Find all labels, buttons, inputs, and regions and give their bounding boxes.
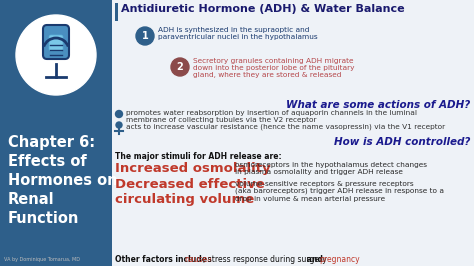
FancyBboxPatch shape [43,25,69,59]
Text: promotes water reabsorption by insertion of aquaporin channels in the luminal
me: promotes water reabsorption by insertion… [126,110,417,123]
Bar [115,3,118,21]
Text: and: and [304,255,326,264]
Text: Chapter 6:: Chapter 6: [8,135,95,150]
Text: The major stimuli for ADH release are:: The major stimuli for ADH release are: [115,152,282,161]
Text: acts to increase vascular resistance (hence the name vasopressin) via the V1 rec: acts to increase vascular resistance (he… [126,123,445,130]
Text: Increased osmolality: Increased osmolality [115,162,271,175]
Text: Antidiuretic Hormone (ADH) & Water Balance: Antidiuretic Hormone (ADH) & Water Balan… [121,4,405,14]
Text: VA by Dominique Tomarua, MD: VA by Dominique Tomarua, MD [4,257,80,262]
Circle shape [116,122,122,128]
Text: nausea: nausea [184,255,212,264]
Text: ADH is synthesized in the supraoptic and
paraventricular nuclei in the hypothala: ADH is synthesized in the supraoptic and… [158,27,318,40]
Text: 1: 1 [142,31,148,41]
Bar [0,0,112,266]
Text: pregnancy: pregnancy [320,255,360,264]
Text: How is ADH controlled?: How is ADH controlled? [334,137,470,147]
Circle shape [16,15,96,95]
Text: Hormones on: Hormones on [8,173,118,188]
Text: osmoreceptors in the hypothalamus detect changes
in plasma osmolality and trigge: osmoreceptors in the hypothalamus detect… [235,162,427,175]
Text: Other factors include: Other factors include [115,255,210,264]
FancyBboxPatch shape [49,35,63,51]
Text: What are some actions of ADH?: What are some actions of ADH? [286,100,470,110]
Text: Function: Function [8,211,79,226]
Text: Renal: Renal [8,192,55,207]
Circle shape [116,110,122,118]
Text: volume-sensitive receptors & pressure receptors
(aka baroreceptors) trigger ADH : volume-sensitive receptors & pressure re… [235,181,444,202]
Text: , stress response during surgery: , stress response during surgery [203,255,327,264]
Text: Secretory granules containing ADH migrate
down into the posterior lobe of the pi: Secretory granules containing ADH migrat… [193,58,355,78]
Text: Effects of: Effects of [8,154,87,169]
Circle shape [171,58,189,76]
Text: Decreased effective
circulating volume: Decreased effective circulating volume [115,178,265,206]
Text: 2: 2 [177,62,183,72]
Circle shape [136,27,154,45]
